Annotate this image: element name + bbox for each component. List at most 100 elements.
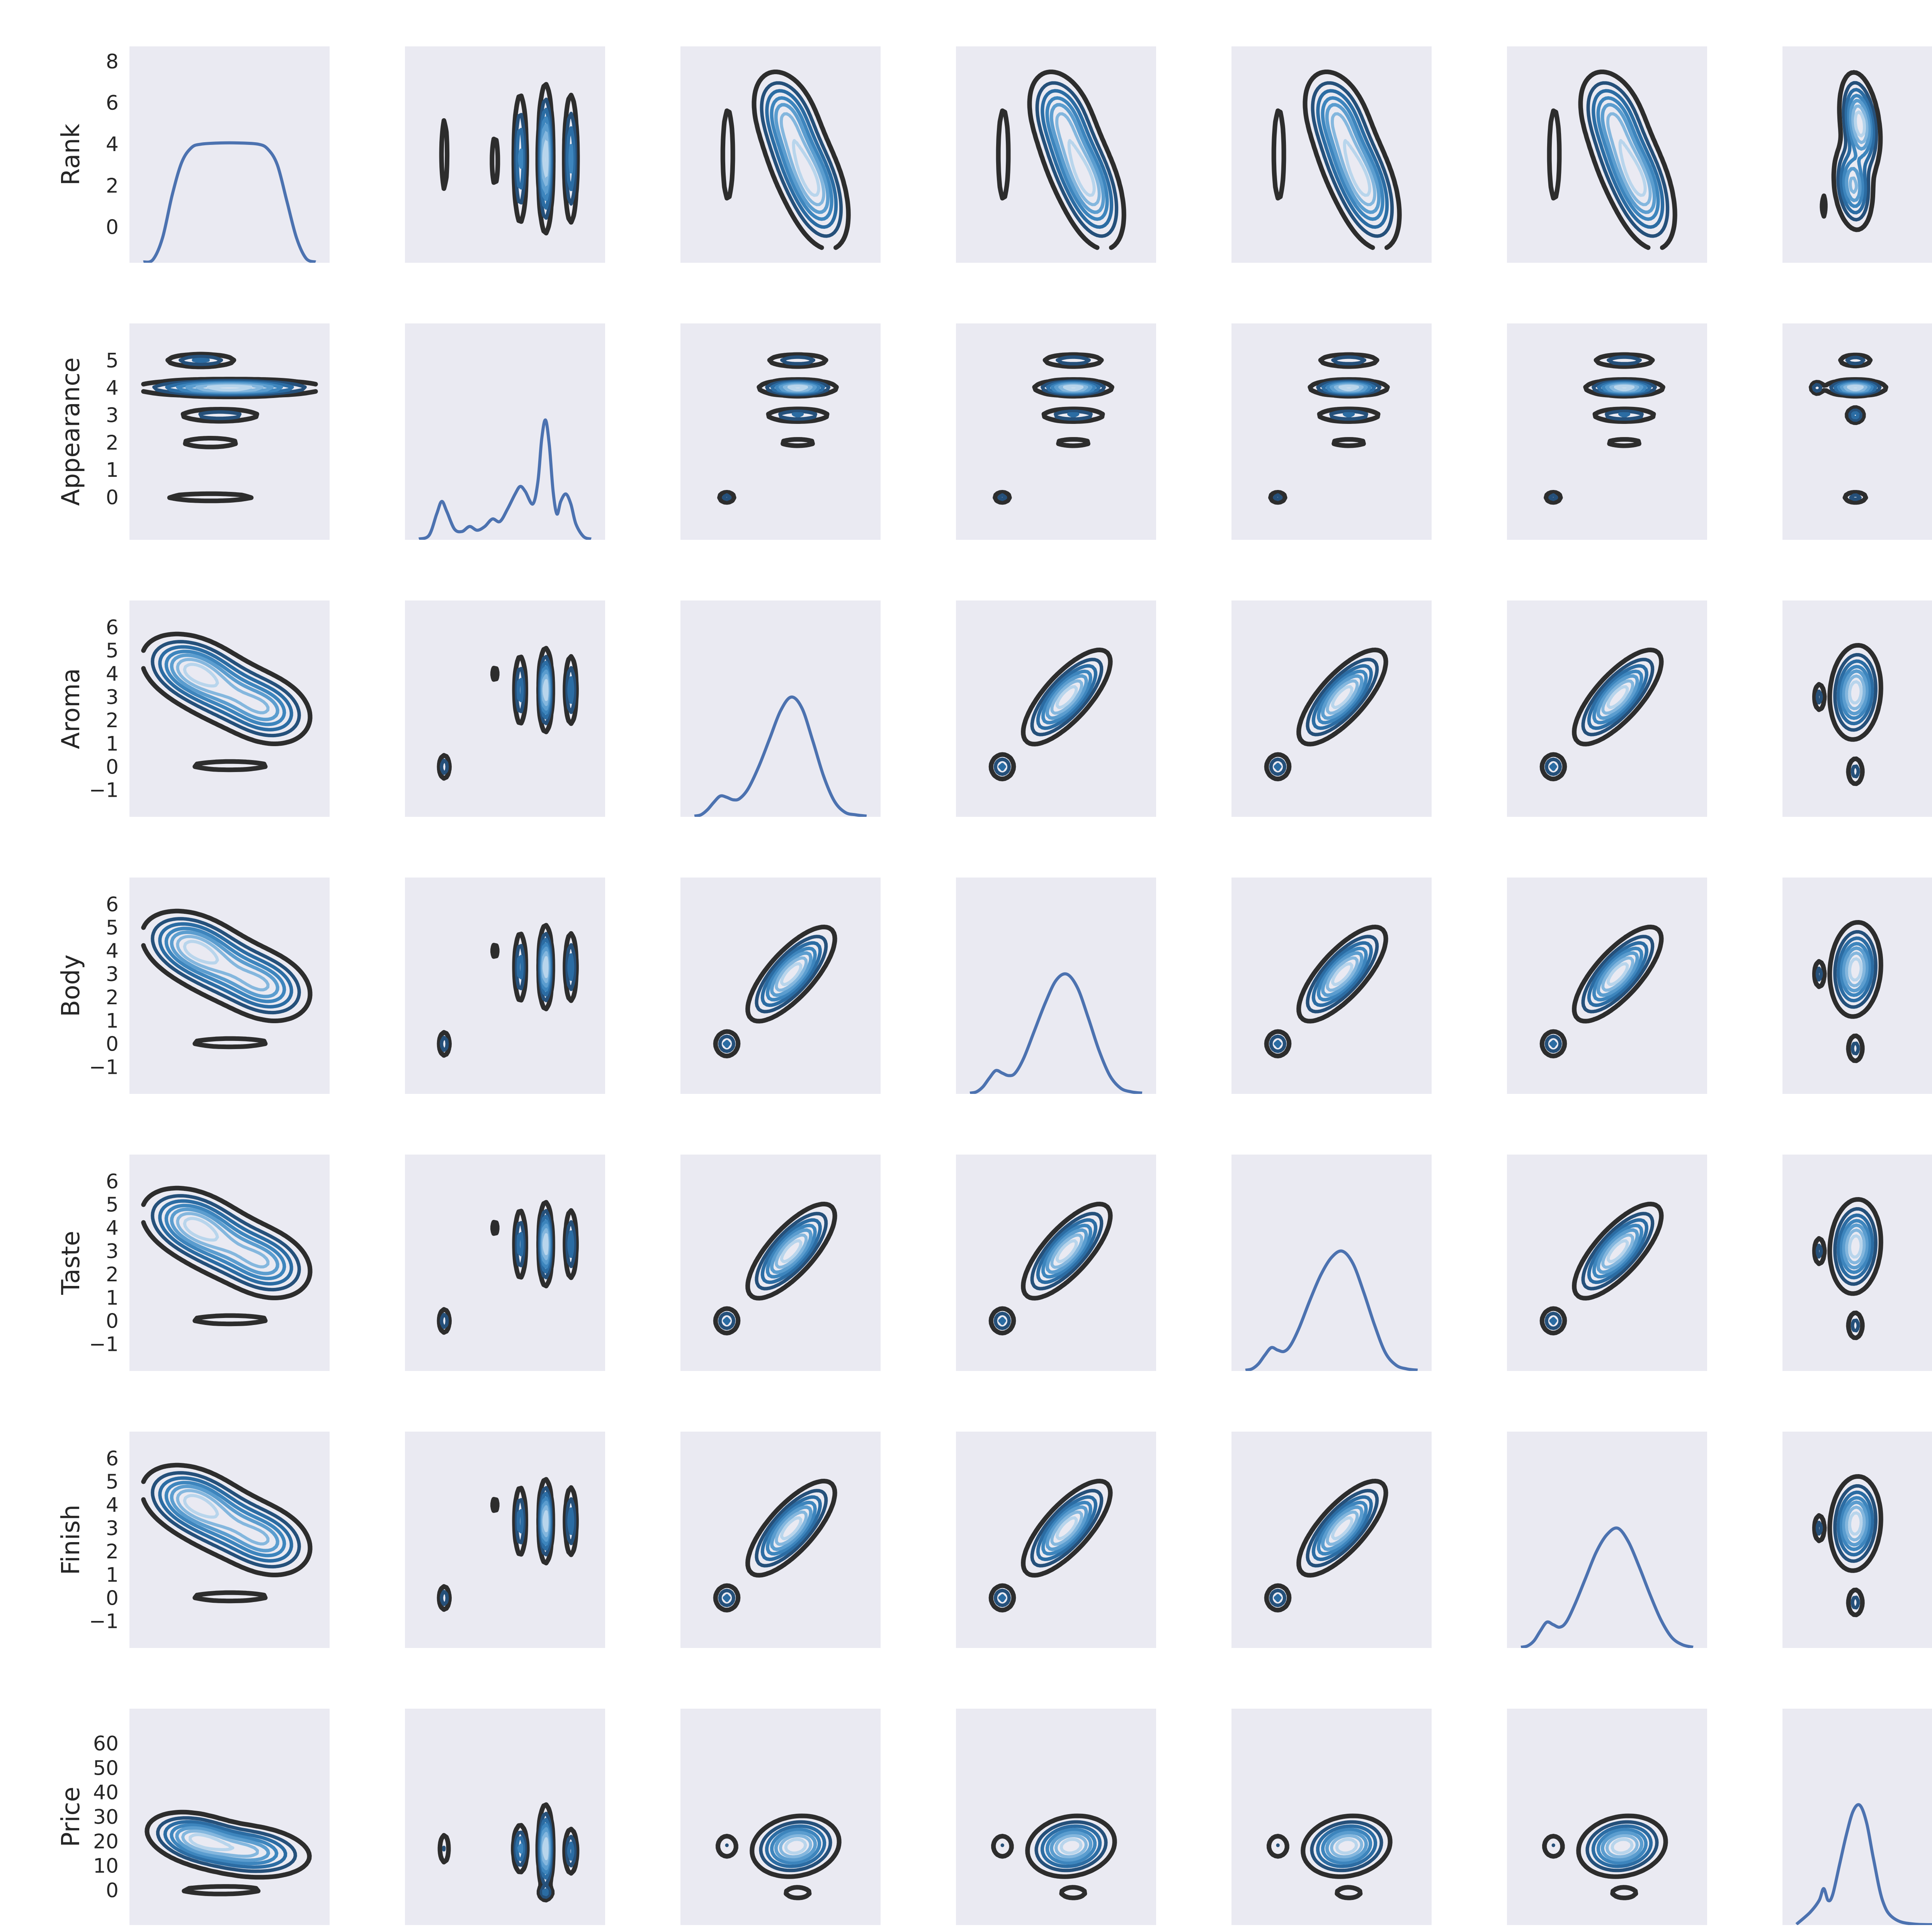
contour-level-1 xyxy=(1820,70,1883,232)
subplot-body-vs-finish xyxy=(1507,878,1707,1094)
contour-level-2 xyxy=(718,935,828,1053)
contour-level-5 xyxy=(1321,951,1364,997)
subplot-taste-vs-aroma xyxy=(680,1155,881,1371)
contour-level-4 xyxy=(164,650,286,726)
plot-area xyxy=(437,1200,579,1335)
contour-level-1 xyxy=(1264,925,1388,1058)
contour-level-1 xyxy=(988,1479,1113,1612)
contour-level-2 xyxy=(1276,1820,1383,1872)
contour-level-3 xyxy=(998,1495,1097,1602)
y-tick-body: −1 xyxy=(89,1056,119,1079)
y-tick-taste: 3 xyxy=(106,1240,119,1263)
subplot-background xyxy=(956,1432,1156,1648)
contour-level-1 xyxy=(1271,70,1402,250)
contour-level-6 xyxy=(1605,1834,1639,1859)
contour-level-6 xyxy=(1326,679,1359,715)
contour-level-6 xyxy=(1606,112,1652,206)
plot-area xyxy=(1245,1249,1418,1371)
contour-level-5 xyxy=(1600,1831,1644,1862)
contour-level-7 xyxy=(1055,1516,1078,1541)
contour-level-3 xyxy=(1549,664,1648,771)
subplot-finish-vs-finish xyxy=(1507,1432,1707,1648)
contour-level-6 xyxy=(176,1489,270,1546)
y-tick-finish: 1 xyxy=(106,1563,119,1587)
contour-level-7 xyxy=(1606,685,1629,709)
contour-level-5 xyxy=(175,1826,270,1862)
contour-level-2 xyxy=(718,1489,828,1607)
contour-level-7 xyxy=(792,139,820,197)
contour-level-4 xyxy=(1842,94,1873,208)
subplot-background xyxy=(1507,600,1707,817)
plot-area xyxy=(1539,648,1664,781)
subplot-aroma-vs-body xyxy=(956,600,1156,817)
y-tick-rank: 6 xyxy=(106,92,119,115)
contour-level-7 xyxy=(183,663,219,688)
subplot-background xyxy=(956,600,1156,817)
contour-level-1 xyxy=(713,1202,837,1335)
contour-level-4 xyxy=(1840,1496,1871,1551)
subplot-rank-vs-appearance xyxy=(405,46,605,263)
plot-area xyxy=(141,631,313,772)
contour-level-5 xyxy=(170,1485,279,1553)
contour-level-6 xyxy=(176,1212,270,1269)
plot-area xyxy=(1264,648,1388,781)
contour-level-5 xyxy=(1596,951,1639,997)
subplot-price-vs-rank: 010203040506002468 xyxy=(93,1709,330,1925)
contour-level-6 xyxy=(775,956,808,992)
contour-level-3 xyxy=(1837,1213,1874,1280)
contour-level-2 xyxy=(1815,1484,1878,1610)
y-tick-price: 40 xyxy=(93,1781,119,1804)
contour-level-6 xyxy=(1330,1834,1363,1859)
contour-level-1 xyxy=(991,1813,1117,1900)
subplot-background xyxy=(1507,1709,1707,1925)
subplot-background xyxy=(680,1709,881,1925)
contour-level-1 xyxy=(1264,1479,1388,1612)
kde-curve-price xyxy=(1795,1803,1932,1925)
plot-area xyxy=(418,418,592,540)
plot-area xyxy=(1267,1813,1393,1900)
contour-level-2 xyxy=(156,1816,297,1873)
contour-level-3 xyxy=(1274,941,1373,1048)
contour-level-3 xyxy=(1592,89,1665,229)
contour-level-6 xyxy=(1050,1233,1083,1269)
contour-level-7 xyxy=(206,384,253,391)
contour-level-1 xyxy=(141,908,313,1049)
contour-level-2 xyxy=(725,1820,832,1872)
y-tick-price: 0 xyxy=(106,1879,119,1902)
contour-level-2 xyxy=(1269,935,1379,1053)
contour-level-5 xyxy=(770,1505,813,1551)
subplot-background xyxy=(129,46,330,263)
contour-level-2 xyxy=(1311,81,1394,238)
subplot-background xyxy=(1231,1155,1432,1371)
contour-level-6 xyxy=(1055,112,1101,206)
contour-level-5 xyxy=(170,930,279,998)
plot-area xyxy=(1809,352,1888,505)
contour-level-2 xyxy=(1544,1212,1655,1330)
contour-level-7 xyxy=(1847,384,1864,391)
subplot-taste-vs-taste xyxy=(1231,1155,1432,1371)
contour-level-3 xyxy=(1316,1824,1378,1868)
y-axis-label-body: Body xyxy=(57,954,85,1017)
contour-level-7 xyxy=(543,956,549,978)
contour-level-1 xyxy=(996,70,1126,250)
contour-level-3 xyxy=(723,1495,822,1602)
contour-level-1 xyxy=(141,1185,313,1327)
plot-area xyxy=(720,70,851,250)
contour-level-1 xyxy=(713,1479,837,1612)
contour-level-3 xyxy=(765,1824,827,1868)
contour-level-7 xyxy=(1055,1239,1078,1264)
y-tick-price: 50 xyxy=(93,1757,119,1780)
kde-curve-appearance xyxy=(418,418,592,540)
y-tick-body: 5 xyxy=(106,917,119,940)
y-tick-taste: 6 xyxy=(106,1170,119,1193)
subplot-background xyxy=(956,1709,1156,1925)
y-tick-taste: 2 xyxy=(106,1263,119,1286)
plot-area xyxy=(1542,1813,1668,1900)
subplot-background xyxy=(1231,1432,1432,1648)
contour-level-1 xyxy=(720,70,851,250)
y-tick-appearance: 2 xyxy=(106,431,119,454)
subplot-background xyxy=(956,878,1156,1094)
